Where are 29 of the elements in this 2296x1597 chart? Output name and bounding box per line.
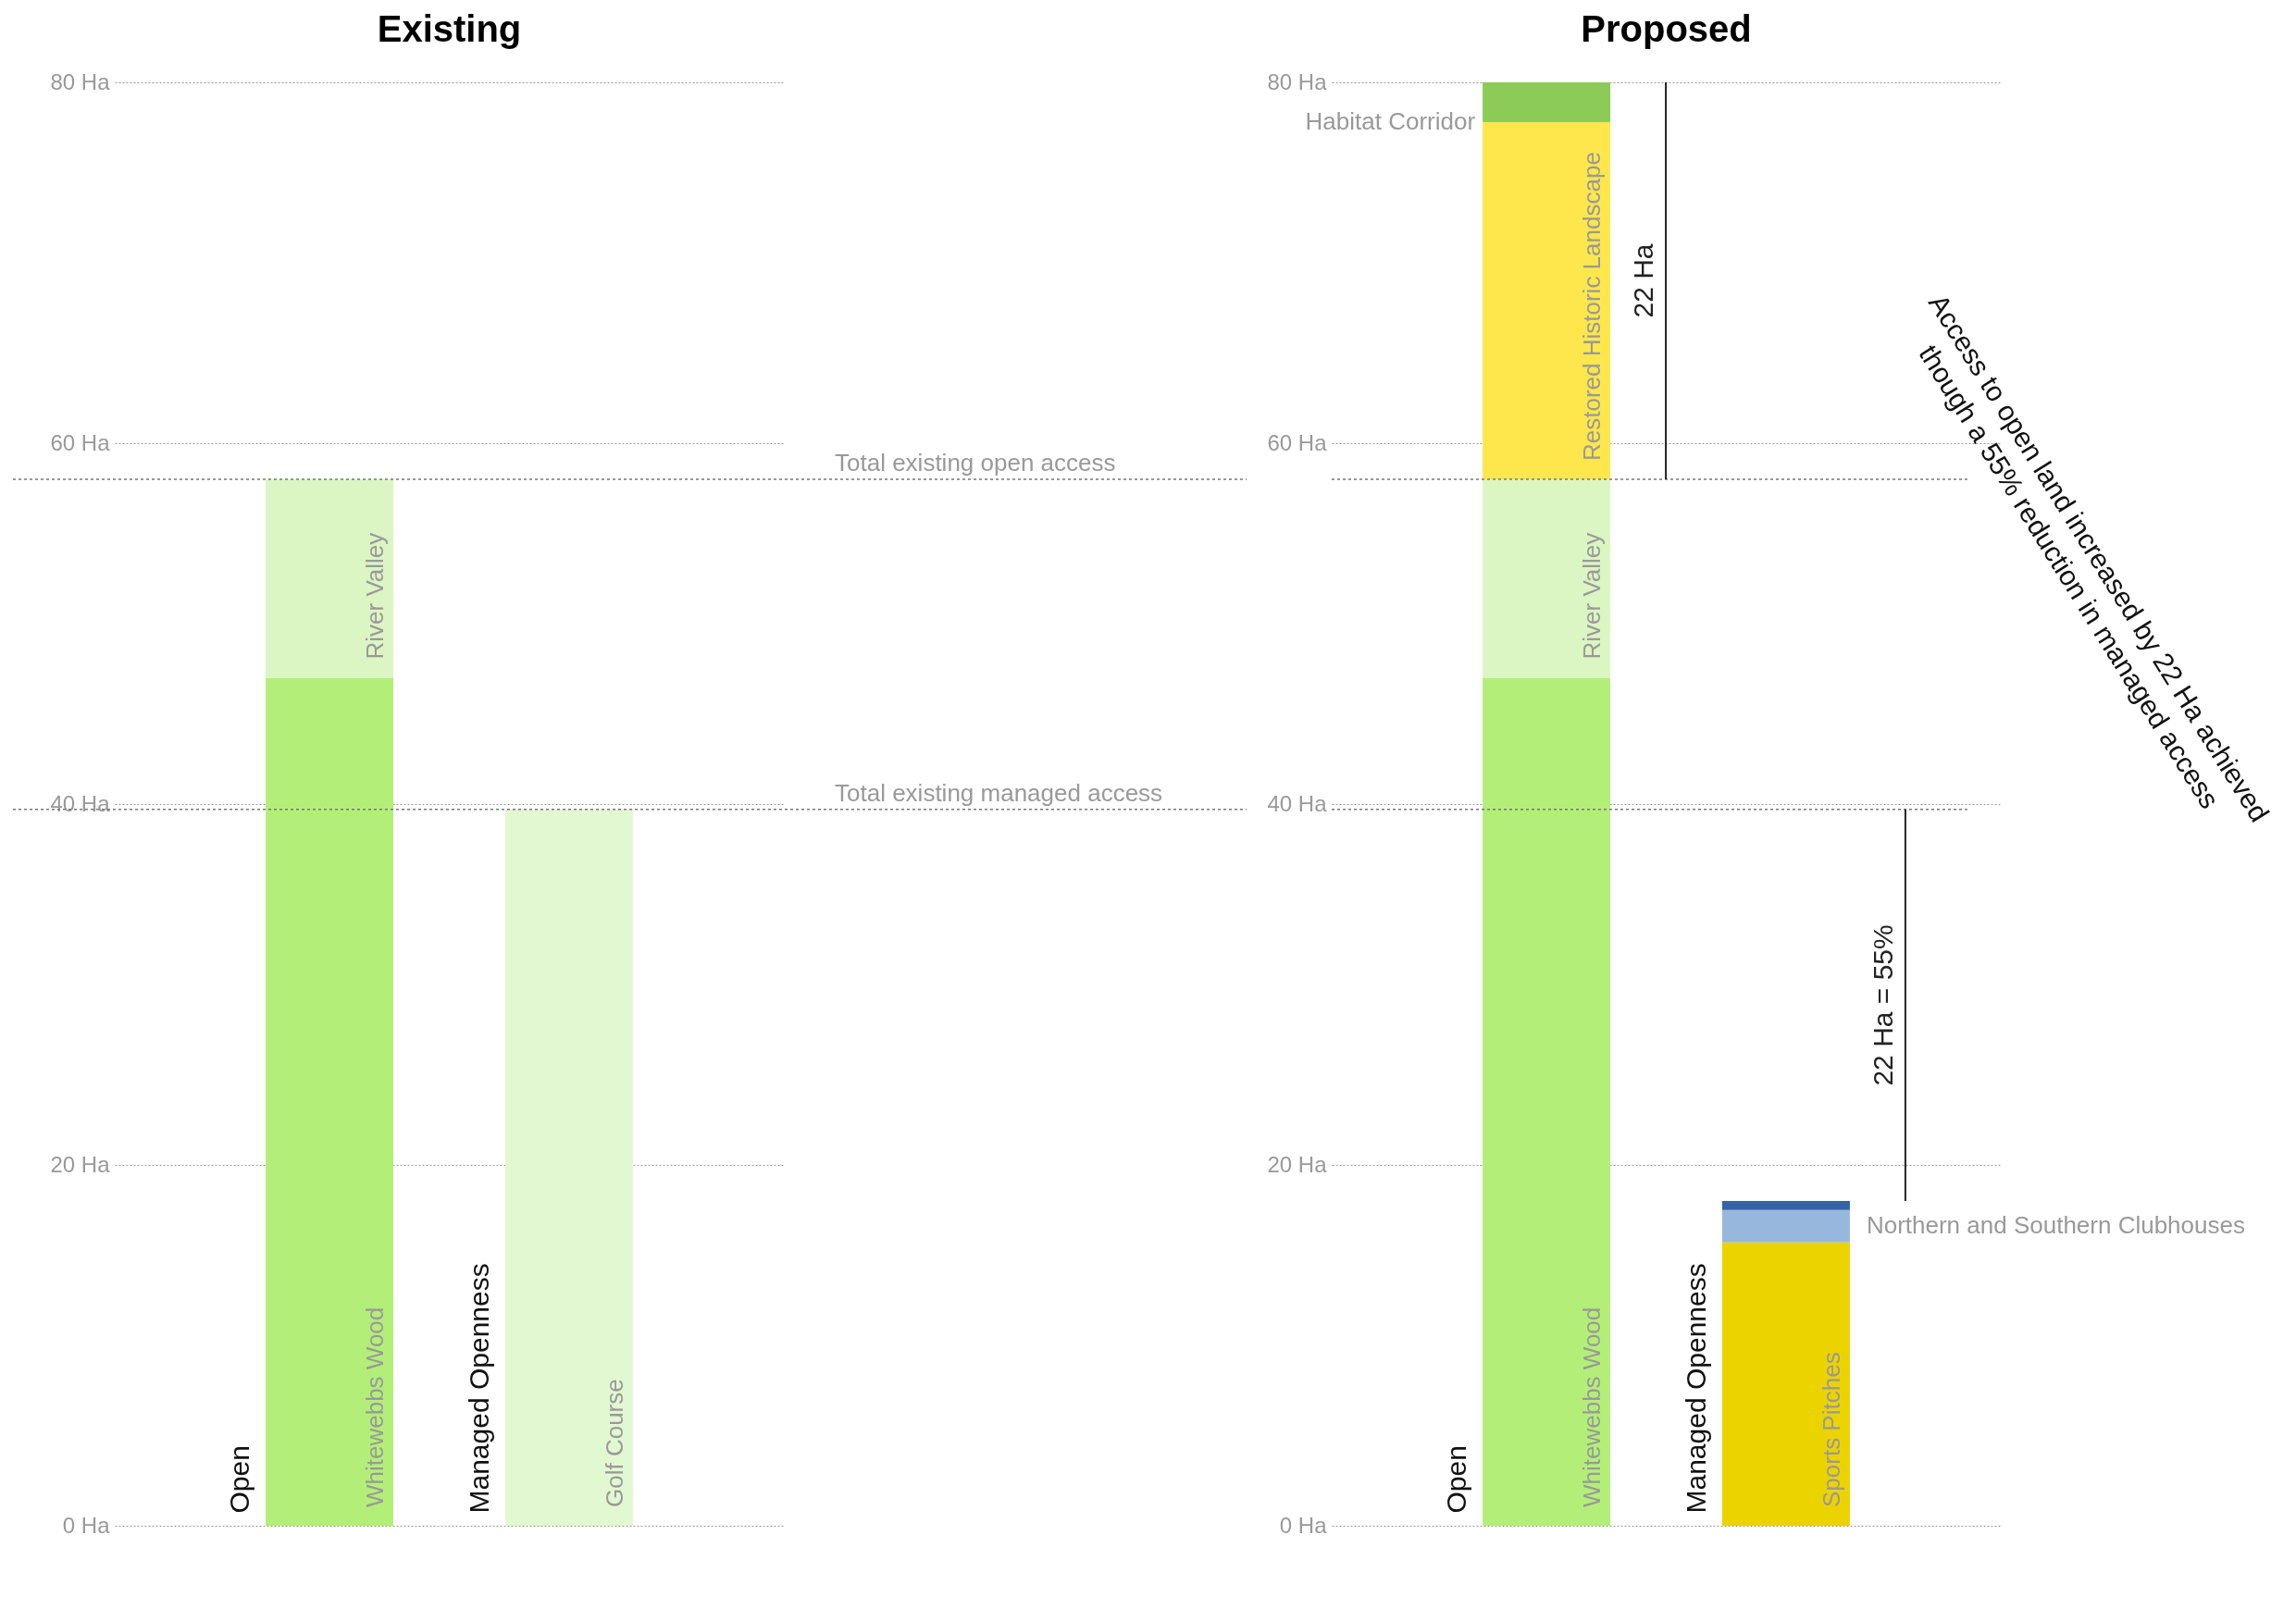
series-label: Northern and Southern Clubhouses [1866,1211,2245,1240]
chart-title: Existing [377,8,522,49]
series-label: Whitewebbs Wood [1578,1306,1607,1507]
y-tick-label: 60 Ha [1267,429,1328,455]
y-tick-label: 60 Ha [50,429,111,455]
series-label: Sports Pitches [1817,1352,1845,1507]
y-tick-label: 40 Ha [1267,790,1328,816]
ref-line-label: Total existing managed access [835,778,1163,807]
series-label: Habitat Corridor [1305,107,1476,136]
y-tick-label: 80 Ha [50,68,111,94]
y-tick-label: 40 Ha [50,790,111,816]
ref-line-label: Total existing open access [835,449,1116,477]
x-tick-label: Open [224,1445,255,1514]
y-tick-label: 0 Ha [1279,1512,1328,1538]
y-tick-label: 0 Ha [62,1512,111,1538]
annotation: 22 Ha = 55% [1867,924,1898,1086]
series-label: Restored Historic Landscape [1578,152,1607,461]
y-tick-label: 20 Ha [1267,1151,1328,1177]
series-label: Golf Course [600,1379,628,1507]
series-label: River Valley [1578,532,1607,660]
y-tick-label: 20 Ha [50,1151,111,1177]
series-label: Whitewebbs Wood [361,1306,390,1507]
x-tick-label: Managed Openness [463,1263,494,1514]
x-tick-label: Managed Openness [1680,1263,1711,1514]
series-label: River Valley [361,532,390,660]
chart-title: Proposed [1581,8,1752,49]
x-tick-label: Open [1441,1445,1472,1514]
annotation: 22 Ha [1628,243,1659,318]
y-tick-label: 80 Ha [1267,68,1328,94]
